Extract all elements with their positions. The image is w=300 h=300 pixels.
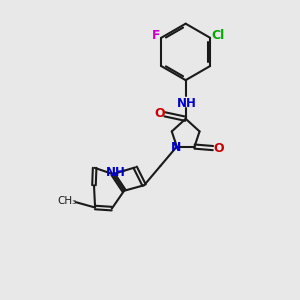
Text: O: O [154, 107, 165, 120]
Text: CH₃: CH₃ [57, 196, 76, 206]
Text: NH: NH [106, 166, 126, 179]
Text: O: O [213, 142, 224, 155]
Text: F: F [152, 29, 160, 42]
Text: Cl: Cl [212, 29, 225, 42]
Text: NH: NH [177, 97, 197, 110]
Text: N: N [171, 141, 181, 154]
